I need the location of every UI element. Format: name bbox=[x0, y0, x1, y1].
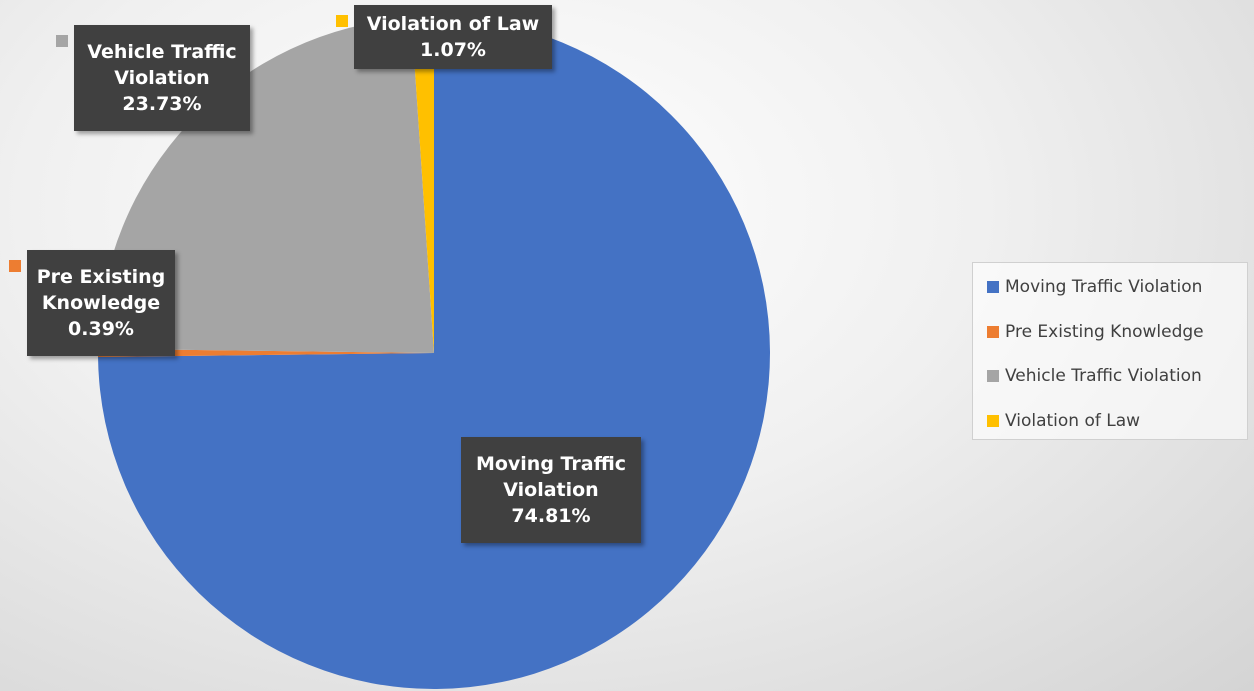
legend-entry: Violation of Law bbox=[987, 411, 1140, 431]
legend-label: Vehicle Traffic Violation bbox=[1005, 366, 1202, 386]
data-label-category: Pre Existing Knowledge bbox=[36, 266, 166, 314]
data-label-value: 23.73% bbox=[122, 93, 202, 115]
data-label: Moving Traffic Violation 74.81% bbox=[461, 437, 641, 543]
data-label: Pre Existing Knowledge 0.39% bbox=[27, 250, 175, 356]
data-label-value: 0.39% bbox=[68, 318, 134, 340]
data-label: Vehicle Traffic Violation 23.73% bbox=[74, 25, 250, 131]
legend-entry: Vehicle Traffic Violation bbox=[987, 366, 1202, 386]
legend-swatch bbox=[987, 370, 999, 382]
legend-swatch bbox=[987, 325, 999, 338]
legend-swatch bbox=[987, 414, 999, 427]
legend: Moving Traffic Violation Pre Existing Kno… bbox=[972, 262, 1248, 440]
legend-label: Pre Existing Knowledge bbox=[1005, 321, 1204, 342]
data-label-marker bbox=[336, 15, 348, 27]
legend-entry: Pre Existing Knowledge bbox=[987, 322, 1204, 342]
pie-slice bbox=[98, 348, 435, 358]
data-label-category: Vehicle Traffic Violation bbox=[87, 41, 237, 89]
data-label-value: 1.07% bbox=[420, 39, 486, 61]
legend-label: Moving Traffic Violation bbox=[1005, 277, 1203, 297]
legend-label: Violation of Law bbox=[1005, 410, 1141, 431]
legend-entry: Moving Traffic Violation bbox=[987, 277, 1202, 297]
data-label-marker bbox=[56, 35, 68, 47]
pie-slice bbox=[411, 17, 434, 353]
data-label-marker bbox=[9, 260, 21, 272]
data-label: Violation of Law 1.07% bbox=[354, 5, 552, 69]
data-label-category: Violation of Law bbox=[366, 13, 540, 35]
pie-slice bbox=[98, 17, 435, 353]
data-label-value: 74.81% bbox=[511, 505, 591, 527]
data-label-category: Moving Traffic Violation bbox=[475, 453, 627, 501]
legend-swatch bbox=[987, 281, 999, 293]
